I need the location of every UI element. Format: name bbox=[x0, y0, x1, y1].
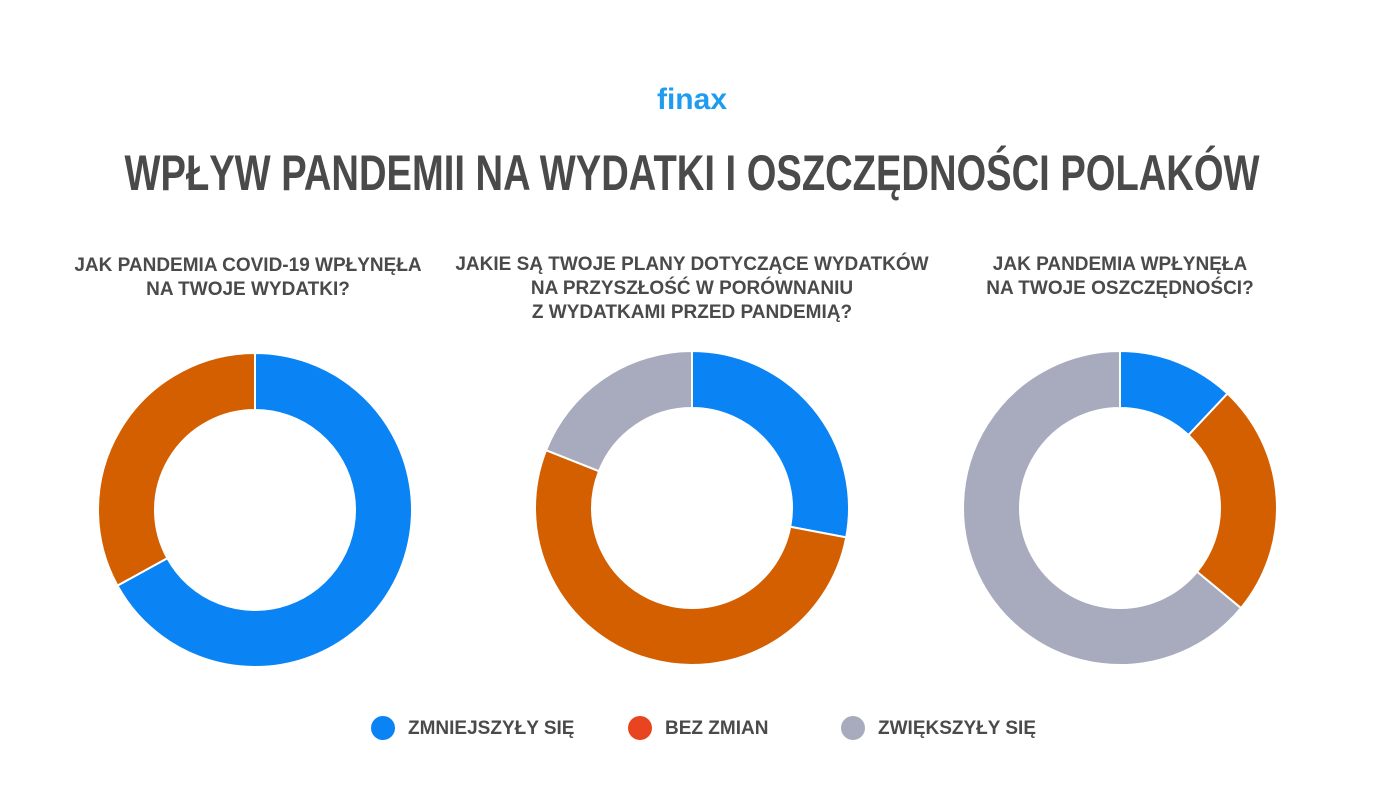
legend-label: BEZ ZMIAN bbox=[665, 718, 768, 739]
donut-slice bbox=[691, 349, 850, 539]
donut-slice bbox=[962, 349, 1243, 666]
chart-title: JAK PANDEMIA WPŁYNĘŁA bbox=[993, 254, 1248, 275]
chart-title: NA TWOJE WYDATKI? bbox=[146, 279, 350, 300]
chart-title: JAKIE SĄ TWOJE PLANY DOTYCZĄCE WYDATKÓW bbox=[455, 253, 928, 275]
page-title: WPŁYW PANDEMII NA WYDATKI I OSZCZĘDNOŚCI… bbox=[125, 145, 1261, 201]
chart-title: NA PRZYSZŁOŚĆ W PORÓWNANIU bbox=[531, 277, 853, 299]
legend-label: ZWIĘKSZYŁY SIĘ bbox=[878, 718, 1036, 739]
chart-title: NA TWOJE OSZCZĘDNOŚCI? bbox=[986, 277, 1253, 299]
legend-marker bbox=[841, 716, 865, 740]
chart-title: Z WYDATKAMI PRZED PANDEMIĄ? bbox=[532, 302, 852, 323]
legend-marker bbox=[371, 716, 395, 740]
logo: finax bbox=[657, 83, 727, 116]
donut-slice bbox=[534, 448, 848, 666]
donut-slice bbox=[97, 351, 256, 587]
donut-slice bbox=[544, 349, 693, 473]
legend-label: ZMNIEJSZYŁY SIĘ bbox=[408, 718, 574, 739]
donut-slice bbox=[116, 351, 413, 668]
legend-marker bbox=[628, 716, 652, 740]
chart-title: JAK PANDEMIA COVID-19 WPŁYNĘŁA bbox=[74, 255, 422, 276]
